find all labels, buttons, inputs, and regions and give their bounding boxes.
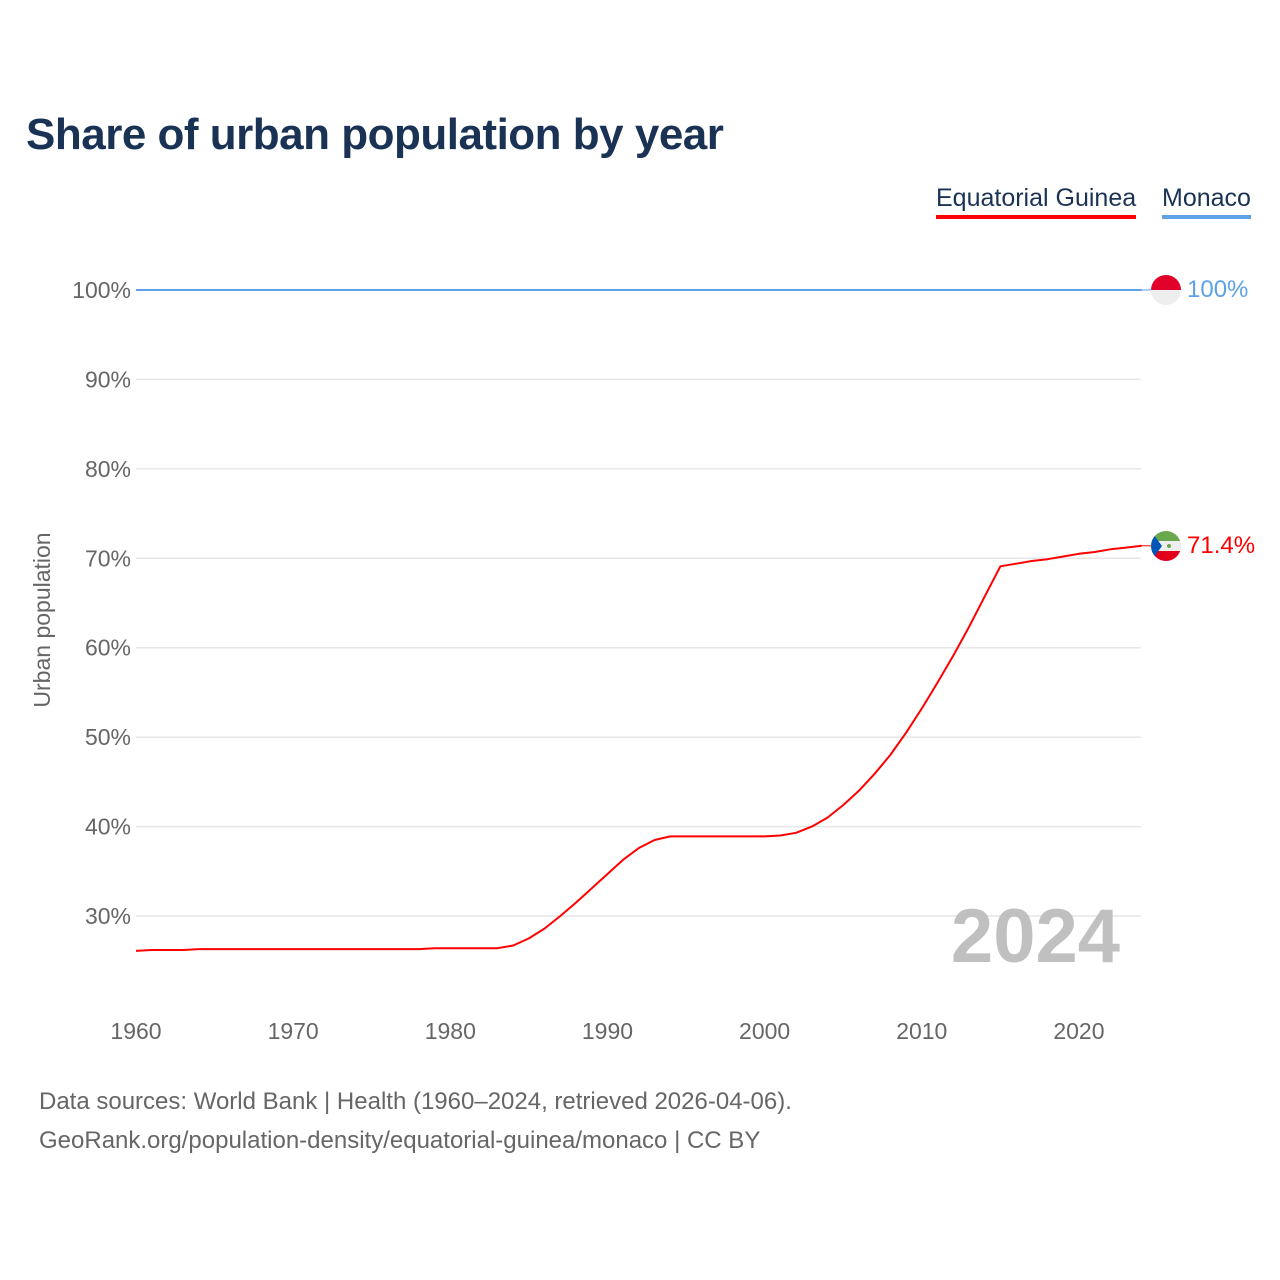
equatorial-guinea-end-label: 71.4% (1187, 532, 1255, 559)
y-tick-label: 60% (85, 635, 131, 661)
footer-link[interactable]: GeoRank.org/population-density/equatoria… (39, 1127, 761, 1154)
y-tick-label: 90% (85, 366, 131, 392)
monaco-end-label: 100% (1187, 276, 1248, 303)
equatorial-guinea-flag-icon (1151, 531, 1181, 561)
footer-sources: Data sources: World Bank | Health (1960–… (39, 1088, 792, 1115)
year-watermark: 2024 (951, 894, 1120, 979)
y-tick-label: 70% (85, 545, 131, 571)
y-axis-label: Urban population (29, 532, 55, 707)
legend-equatorial-guinea[interactable]: Equatorial Guinea (936, 184, 1137, 219)
chart-title: Share of urban population by year (26, 110, 724, 159)
y-tick-label: 100% (72, 277, 131, 303)
x-tick-label: 2010 (896, 1018, 947, 1044)
x-tick-label: 1990 (582, 1018, 633, 1044)
y-tick-label: 30% (85, 903, 131, 929)
y-tick-label: 40% (85, 814, 131, 840)
y-tick-label: 80% (85, 456, 131, 482)
x-tick-label: 1970 (268, 1018, 319, 1044)
x-tick-label: 2020 (1053, 1018, 1104, 1044)
x-tick-label: 1960 (110, 1018, 161, 1044)
x-tick-label: 1980 (425, 1018, 476, 1044)
x-tick-label: 2000 (739, 1018, 790, 1044)
monaco-flag-icon (1151, 275, 1181, 305)
y-tick-label: 50% (85, 724, 131, 750)
legend-monaco[interactable]: Monaco (1162, 184, 1251, 219)
equatorial-guinea-line (135, 544, 1142, 952)
